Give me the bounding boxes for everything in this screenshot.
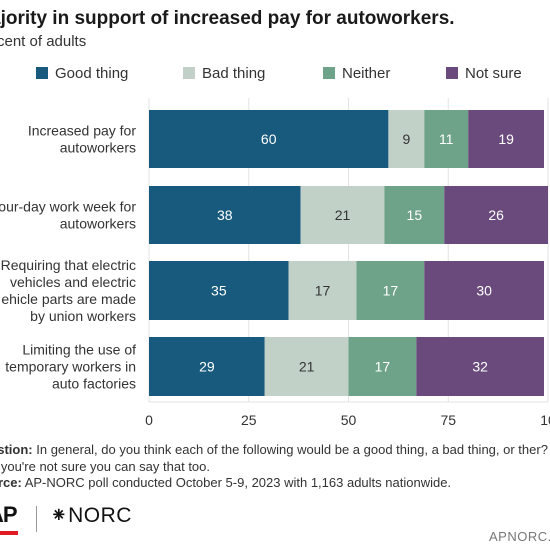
data-label: 21 [335, 207, 351, 223]
x-tick-label: 0 [145, 412, 153, 428]
bar-segment [416, 337, 545, 396]
bar-segment [348, 337, 417, 396]
norc-logo: ⁕NORC [50, 504, 132, 527]
category-label-line: autoworkers [60, 140, 136, 156]
category-label-line: Requiring that electric [1, 257, 136, 273]
ap-logo: AP [0, 502, 18, 527]
site-url: APNORC.org [489, 529, 550, 544]
category-label: Requiring that electric vehicles and elec… [1, 257, 137, 324]
bar-segment [264, 337, 349, 396]
category-label-line: ehicle parts are made [1, 291, 136, 307]
category-label-line: our-day work week for [0, 199, 136, 215]
legend-label: Bad thing [202, 64, 266, 82]
category-label-line: autoworkers [60, 216, 136, 232]
bar-segment [288, 261, 357, 320]
bar-segment [149, 110, 389, 168]
legend-swatch [36, 67, 48, 79]
legend-swatch [446, 67, 458, 79]
legend-swatch [323, 67, 335, 79]
chart-title: ajority in support of increased pay for … [0, 8, 455, 29]
legend-item-bad-thing: Bad thing [183, 64, 265, 82]
source-text: AP-NORC poll conducted October 5-9, 2023… [21, 475, 452, 490]
bar-segment [149, 261, 289, 320]
data-label: 9 [402, 131, 410, 147]
category-label: Limiting the use of temporary workers in a… [5, 342, 136, 392]
category-label-line: Limiting the use of [22, 342, 136, 358]
bar-segment [424, 261, 545, 320]
source-label: urce: [0, 475, 22, 490]
data-label: 32 [472, 359, 488, 375]
bar-segment [384, 186, 445, 244]
category-label-line: by union workers [30, 308, 136, 324]
data-label: 35 [211, 283, 227, 299]
legend-item-not-sure: Not sure [446, 64, 522, 82]
bar-segment [356, 261, 425, 320]
bar-segment [444, 186, 548, 244]
data-label: 17 [383, 283, 399, 299]
category-label-line: temporary workers in [5, 359, 136, 375]
category-label-line: vehicles and electric [10, 274, 136, 290]
data-label: 19 [498, 131, 514, 147]
x-tick-label: 10 [540, 412, 550, 428]
legend-swatch [183, 67, 195, 79]
source-note: urce: AP-NORC poll conducted October 5-9… [0, 475, 451, 490]
data-label: 30 [476, 283, 492, 299]
data-label: 17 [375, 359, 391, 375]
legend-item-good-thing: Good thing [36, 64, 128, 82]
data-label: 60 [261, 131, 277, 147]
legend-label: Neither [342, 64, 391, 82]
data-label: 29 [199, 359, 215, 375]
data-label: 11 [439, 131, 454, 147]
legend-item-neither: Neither [323, 64, 390, 82]
data-label: 26 [488, 207, 504, 223]
question-note: estion: In general, do you think each of… [0, 441, 550, 475]
data-label: 17 [315, 283, 331, 299]
category-label-line: auto factories [52, 376, 136, 392]
category-label: Increased pay for autoworkers [28, 123, 137, 156]
question-text: In general, do you think each of the fol… [0, 442, 548, 474]
bar-segment [149, 337, 265, 396]
legend-label: Good thing [55, 64, 129, 82]
data-label: 38 [217, 207, 233, 223]
bar-segment [424, 110, 469, 168]
question-label: estion: [0, 442, 33, 457]
legend-label: Not sure [465, 64, 522, 82]
category-label: our-day work week for autoworkers [0, 199, 136, 232]
bar-segment [300, 186, 385, 244]
ap-logo-underline [0, 531, 18, 535]
bar-segment [388, 110, 425, 168]
x-tick-label: 50 [341, 412, 357, 428]
data-label: 15 [407, 207, 423, 223]
data-label: 21 [299, 359, 315, 375]
chart-subtitle: rcent of adults [0, 33, 87, 50]
logo-divider [36, 506, 37, 532]
x-tick-label: 75 [440, 412, 456, 428]
bar-segment [468, 110, 545, 168]
bar-segment [149, 186, 301, 244]
category-label-line: Increased pay for [28, 123, 137, 139]
x-tick-label: 25 [241, 412, 257, 428]
